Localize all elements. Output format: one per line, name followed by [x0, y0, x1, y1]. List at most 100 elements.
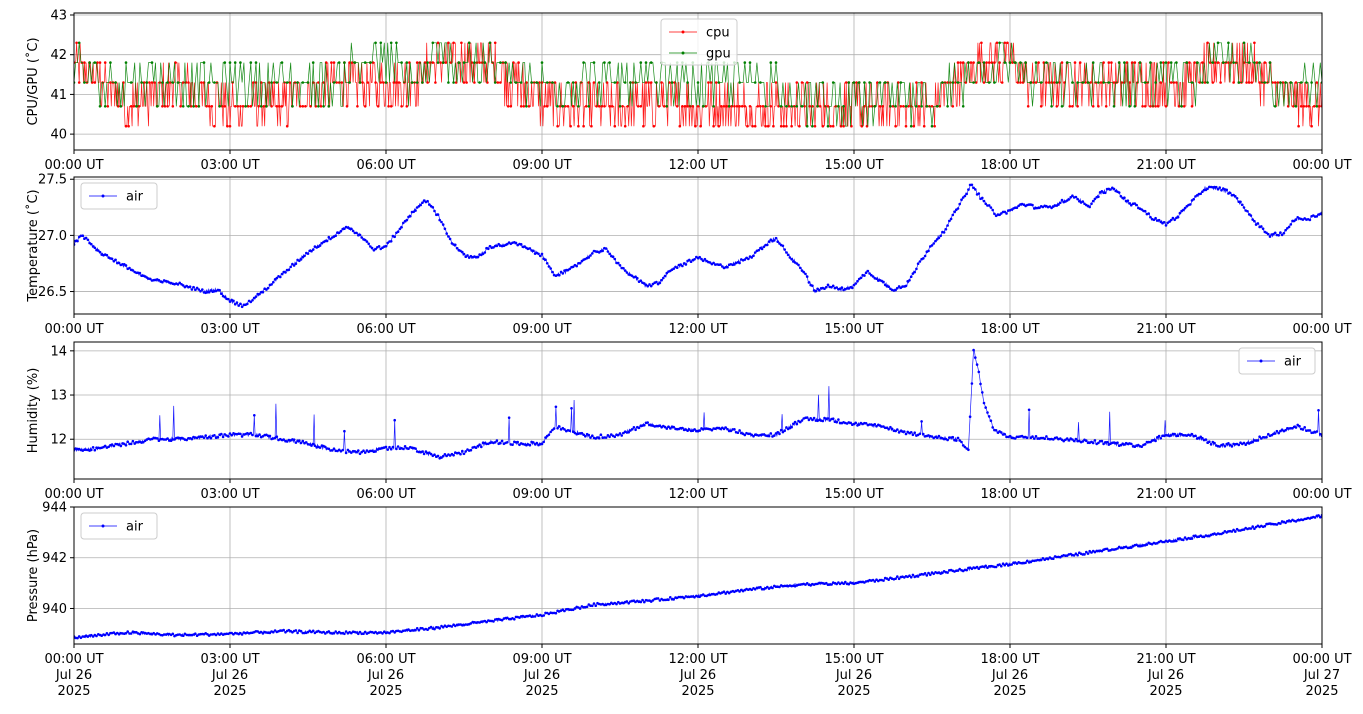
- data-point: [688, 258, 691, 262]
- data-point: [493, 41, 497, 45]
- data-point: [519, 105, 523, 108]
- data-point: [230, 433, 233, 437]
- data-point: [270, 283, 273, 286]
- data-point: [1206, 81, 1209, 84]
- data-point: [863, 274, 866, 277]
- data-point: [1073, 61, 1077, 64]
- data-point: [778, 242, 781, 245]
- data-point: [331, 449, 334, 452]
- x-tick-year-label: 2025: [213, 684, 246, 699]
- data-point: [311, 442, 315, 446]
- data-point: [917, 105, 921, 108]
- data-point: [220, 432, 223, 436]
- data-point: [575, 264, 578, 268]
- data-point: [478, 443, 481, 447]
- data-point: [1296, 518, 1299, 522]
- data-point: [634, 81, 637, 84]
- data-point: [627, 431, 630, 434]
- data-point: [506, 105, 510, 108]
- data-point: [915, 267, 918, 271]
- data-point: [761, 105, 765, 108]
- data-point: [951, 213, 955, 217]
- data-point: [816, 105, 819, 108]
- data-point: [826, 283, 830, 287]
- data-point: [1152, 218, 1156, 222]
- data-point: [511, 443, 514, 447]
- data-point: [946, 571, 949, 574]
- data-point: [766, 124, 770, 128]
- data-point: [701, 105, 705, 108]
- data-point: [200, 81, 203, 84]
- data-point: [549, 267, 552, 270]
- data-point: [1060, 198, 1064, 202]
- data-point: [773, 239, 776, 242]
- data-point: [419, 203, 423, 207]
- y-tick-label: 944: [42, 501, 67, 516]
- data-point: [1251, 440, 1254, 444]
- data-point: [455, 247, 459, 250]
- data-point: [939, 234, 942, 238]
- data-point: [83, 61, 86, 64]
- data-point: [1182, 105, 1186, 108]
- data-point: [1104, 105, 1108, 108]
- data-point: [414, 628, 417, 632]
- data-point: [1013, 437, 1017, 440]
- data-point: [517, 61, 520, 64]
- data-point: [751, 124, 754, 128]
- data-point: [911, 573, 915, 577]
- data-point: [1090, 202, 1093, 206]
- data-point: [1161, 540, 1164, 544]
- data-point: [972, 81, 975, 84]
- y-tick-label: 40: [50, 128, 67, 143]
- data-point: [1211, 61, 1215, 64]
- y-tick-label: 13: [50, 389, 67, 404]
- data-point: [831, 124, 835, 128]
- x-tick-label: 09:00 UT: [512, 652, 571, 667]
- data-point: [1074, 195, 1078, 199]
- data-point: [287, 268, 291, 272]
- data-point: [109, 81, 112, 84]
- data-point: [878, 105, 882, 108]
- data-point: [608, 105, 611, 108]
- data-point: [150, 61, 154, 64]
- data-point: [344, 630, 348, 633]
- data-point: [847, 582, 851, 586]
- data-point: [1135, 543, 1138, 547]
- data-point: [1143, 443, 1147, 446]
- data-point: [450, 625, 454, 628]
- data-point: [795, 81, 799, 84]
- data-point: [826, 124, 830, 128]
- data-point: [986, 411, 989, 414]
- data-point: [142, 440, 145, 444]
- data-point: [852, 283, 856, 287]
- data-point: [946, 105, 949, 108]
- series-points-air: [74, 183, 1322, 309]
- data-point: [181, 105, 185, 108]
- data-point: [403, 445, 407, 448]
- data-point: [216, 436, 220, 439]
- data-point: [1026, 105, 1030, 108]
- data-point: [1027, 408, 1031, 412]
- data-point: [753, 124, 757, 128]
- data-point: [724, 592, 727, 595]
- data-point: [594, 604, 597, 607]
- data-point: [400, 226, 403, 229]
- data-point: [422, 199, 426, 202]
- data-point: [585, 605, 589, 609]
- data-point: [894, 124, 897, 128]
- data-point: [1159, 81, 1163, 84]
- data-point: [727, 105, 731, 108]
- data-point: [367, 242, 371, 246]
- data-point: [1301, 428, 1305, 431]
- data-point: [903, 430, 906, 433]
- data-point: [660, 81, 663, 84]
- data-point: [752, 254, 755, 258]
- data-point: [849, 421, 852, 425]
- x-tick-label: 15:00 UT: [824, 322, 883, 337]
- data-point: [256, 630, 260, 633]
- x-tick-label: 00:00 UT: [44, 322, 103, 337]
- data-point: [1190, 81, 1194, 84]
- data-point: [239, 432, 242, 436]
- data-point: [1156, 105, 1160, 108]
- data-point: [747, 257, 750, 261]
